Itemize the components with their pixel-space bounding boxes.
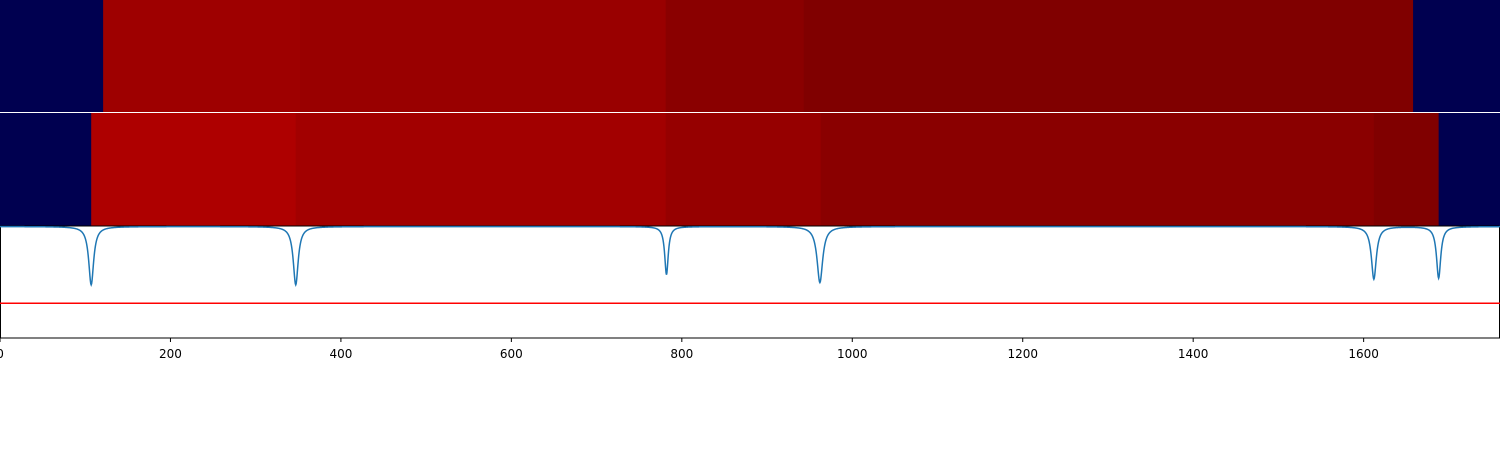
x-tick-label-0: 0 <box>0 347 4 361</box>
x-tick-label-1600: 1600 <box>1348 347 1379 361</box>
x-tick-label-400: 400 <box>329 347 352 361</box>
heatmap-1-segment-0 <box>0 0 104 112</box>
x-tick-label-1400: 1400 <box>1178 347 1209 361</box>
heatmap-2-segment-4 <box>820 113 1375 226</box>
heatmap-1-segment-4 <box>803 0 1414 112</box>
x-tick-label-200: 200 <box>159 347 182 361</box>
heatmap-1-segment-1 <box>103 0 301 112</box>
heatmap-2-segment-0 <box>0 113 92 226</box>
heatmap-2-segment-2 <box>295 113 667 226</box>
heatmap-1-segment-2 <box>300 0 667 112</box>
signal-line <box>0 225 1500 288</box>
heatmap-2-segment-6 <box>1438 113 1500 226</box>
x-tick-label-1200: 1200 <box>1007 347 1038 361</box>
x-axis: 0 200 400 600 800 1000 1200 1400 1600 <box>0 338 1379 361</box>
heatmap-2-segment-5 <box>1373 113 1440 226</box>
x-tick-label-1000: 1000 <box>837 347 868 361</box>
signal-plot-area <box>0 225 1500 339</box>
x-tick-label-600: 600 <box>500 347 523 361</box>
signal-panel <box>0 225 1500 339</box>
heatmap-2-segment-1 <box>91 113 297 226</box>
heatmap-1-segment-5 <box>1413 0 1500 112</box>
heatmap-bottom <box>0 113 1500 226</box>
heatmap-2-segment-3 <box>665 113 822 226</box>
heatmap-1-segment-3 <box>665 0 805 112</box>
x-tick-label-800: 800 <box>670 347 693 361</box>
heatmap-top <box>0 0 1500 112</box>
